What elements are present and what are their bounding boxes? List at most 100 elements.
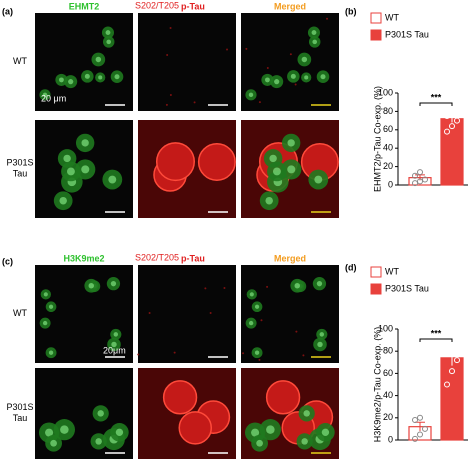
nucleus-spot — [81, 165, 90, 174]
data-point — [454, 326, 460, 332]
nucleus-spot — [269, 154, 277, 163]
nucleus-spot — [111, 341, 117, 348]
nucleus-spot — [319, 332, 325, 337]
red-speck — [326, 17, 329, 20]
data-point — [449, 368, 455, 375]
nucleus-spot — [68, 79, 74, 85]
nucleus-spot — [274, 79, 280, 85]
nucleus-spot — [42, 320, 48, 326]
data-point — [417, 414, 423, 421]
y-tick-label: 0 — [388, 179, 393, 189]
data-point — [444, 128, 450, 135]
nucleus-spot — [264, 77, 270, 83]
y-tick-label: 40 — [383, 143, 393, 153]
y-tick-label: 80 — [383, 346, 393, 356]
nucleus-spot — [108, 175, 117, 184]
panel-label: (a) — [2, 6, 13, 16]
nucleus-spot — [265, 196, 273, 205]
red-speck — [260, 319, 263, 322]
red-speck — [295, 330, 298, 333]
data-point — [422, 176, 428, 183]
data-point — [412, 435, 418, 442]
channel-label: EHMT2 — [69, 1, 100, 11]
channel-label: p-Tau — [181, 253, 205, 263]
red-speck — [302, 354, 305, 357]
nucleus-spot — [294, 283, 300, 289]
scale-bar-label: 20 μm — [41, 93, 66, 103]
red-cell — [265, 380, 301, 415]
nucleus-spot — [248, 92, 254, 98]
red-speck — [245, 47, 248, 50]
red-speck — [266, 285, 269, 288]
nucleus-spot — [254, 304, 260, 309]
nucleus-spot — [98, 75, 103, 80]
red-speck — [148, 311, 151, 314]
row-label: P301S Tau — [6, 158, 33, 179]
channel-label: p-Tau — [181, 1, 205, 11]
red-speck — [258, 358, 261, 361]
micrograph — [138, 265, 236, 363]
nucleus-spot — [88, 283, 94, 289]
nucleus-spot — [256, 439, 263, 447]
row-label-line: Tau — [13, 169, 28, 179]
data-point — [444, 381, 450, 388]
nucleus-spot — [48, 350, 54, 355]
legend-label: P301S Tau — [385, 283, 429, 293]
legend-swatch — [370, 266, 382, 278]
red-cell — [197, 142, 236, 181]
data-point — [417, 178, 423, 185]
row-label-line: P301S — [6, 158, 33, 168]
nucleus-spot — [248, 320, 254, 326]
nucleus-spot — [42, 92, 48, 98]
nucleus-spot — [95, 438, 102, 445]
micrograph — [241, 13, 339, 111]
nucleus-spot — [97, 410, 104, 417]
red-cell — [162, 380, 198, 415]
micrograph — [35, 13, 133, 111]
nucleus-spot — [48, 304, 54, 309]
data-point — [449, 108, 455, 115]
red-speck — [193, 101, 196, 104]
nucleus-spot — [114, 74, 120, 80]
row-label-line: Tau — [13, 413, 28, 423]
red-speck — [173, 351, 176, 354]
legend-label: WT — [385, 12, 399, 22]
nucleus-spot — [301, 438, 308, 445]
data-point — [417, 169, 423, 176]
red-speck — [166, 53, 169, 56]
row-label: WT — [13, 56, 27, 66]
nucleus-spot — [311, 30, 317, 35]
y-tick-label: 60 — [383, 124, 393, 134]
row-label-line: WT — [13, 56, 27, 66]
panel-label: (c) — [2, 256, 13, 266]
red-speck — [209, 311, 212, 314]
significance-bracket — [419, 102, 453, 106]
nucleus-spot — [314, 175, 323, 184]
y-tick-label: 40 — [383, 390, 393, 400]
legend-swatch — [370, 12, 382, 24]
red-speck — [137, 353, 140, 356]
channel-prefix: S202/T205 — [135, 252, 179, 262]
y-tick-label: 100 — [378, 323, 393, 333]
data-point — [444, 113, 450, 119]
data-point — [449, 337, 455, 344]
nucleus-spot — [81, 139, 89, 147]
panel-label: (d) — [345, 262, 357, 272]
data-point — [412, 417, 418, 424]
scale-bar-label: 20μm — [103, 345, 126, 355]
nucleus-spot — [110, 281, 117, 287]
data-point — [422, 425, 428, 432]
y-tick-label: 20 — [383, 412, 393, 422]
nucleus-spot — [45, 428, 54, 437]
data-point — [412, 172, 418, 179]
data-point — [412, 180, 418, 187]
nucleus-spot — [105, 30, 111, 35]
red-speck — [165, 103, 168, 106]
nucleus-spot — [95, 56, 102, 63]
red-speck — [223, 287, 226, 290]
y-tick-label: 20 — [383, 161, 393, 171]
data-point — [454, 357, 460, 364]
nucleus-spot — [254, 350, 260, 355]
nucleus-spot — [59, 196, 67, 205]
